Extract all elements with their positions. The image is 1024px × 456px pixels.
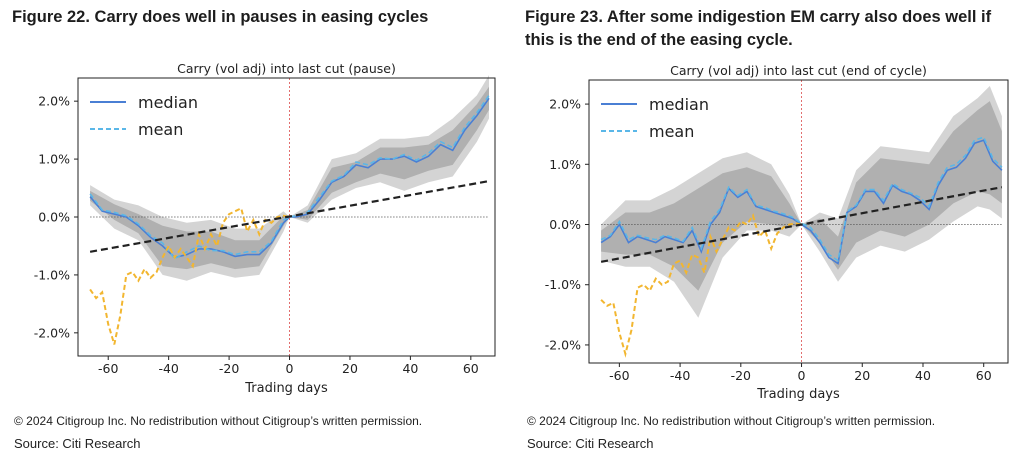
fig22-series-dashed-trend: [89, 180, 490, 253]
fig23-plot-frame: [588, 79, 1009, 364]
fig23-xtick-label: 0: [798, 368, 806, 383]
fig23-series-mean: [600, 136, 1003, 262]
fig22-ytick-label: -1.0%: [34, 267, 70, 282]
figure-23-title: Figure 23. After some indigestion EM car…: [525, 8, 992, 49]
fig23-xtick-label: 60: [976, 368, 992, 383]
fig22-ytick-label: 2.0%: [38, 94, 70, 109]
figure-22-source: Source: Citi Research: [14, 436, 141, 451]
fig23-ytick-label: 1.0%: [549, 157, 581, 172]
fig23-chart-title: Carry (vol adj) into last cut (end of cy…: [670, 63, 927, 78]
fig23-legend-mean-label: mean: [649, 122, 694, 141]
fig22-xtick-label: -40: [158, 361, 178, 376]
fig23-xtick-label: 40: [915, 368, 931, 383]
fig23-legend-median-label: median: [649, 95, 709, 114]
fig22-xtick-label: 0: [286, 361, 294, 376]
fig22-ytick-label: 1.0%: [38, 152, 70, 167]
fig22-xtick-label: 60: [463, 361, 479, 376]
fig23-series-dashed-yellow: [600, 213, 802, 358]
fig22-xlabel: Trading days: [244, 381, 328, 396]
fig22-ytick-label: 0.0%: [38, 210, 70, 225]
fig23-xtick-label: 20: [854, 368, 870, 383]
fig23-ytick-label: -2.0%: [545, 337, 581, 352]
fig23-series-dashed-trend: [600, 186, 1003, 263]
fig22-ytick-label: -2.0%: [34, 325, 70, 340]
figure-23-chart: Carry (vol adj) into last cut (end of cy…: [545, 63, 1009, 402]
fig23-xtick-label: -60: [609, 368, 629, 383]
fig22-xtick-label: 20: [342, 361, 358, 376]
fig22-xtick-label: 40: [402, 361, 418, 376]
fig22-legend-median-label: median: [138, 93, 198, 112]
figure-23-panel: Carry (vol adj) into last cut (end of cy…: [525, 0, 1024, 456]
figure-22-copyright: © 2024 Citigroup Inc. No redistribution …: [14, 414, 423, 428]
figure-23-source: Source: Citi Research: [527, 436, 654, 451]
figure-22-title: Figure 22. Carry does well in pauses in …: [12, 8, 429, 26]
fig23-xtick-label: -40: [670, 368, 690, 383]
fig22-band-outer: [90, 75, 489, 281]
fig22-series-dashed-yellow: [89, 206, 290, 345]
figure-23-copyright: © 2024 Citigroup Inc. No redistribution …: [527, 414, 936, 428]
fig22-chart-title: Carry (vol adj) into last cut (pause): [177, 61, 396, 76]
fig22-xtick-label: -60: [98, 361, 118, 376]
fig23-xlabel: Trading days: [756, 387, 840, 402]
figure-22-chart: Carry (vol adj) into last cut (pause) 2.0…: [34, 61, 496, 396]
fig23-ytick-label: 0.0%: [549, 217, 581, 232]
fig23-xtick-label: -20: [731, 368, 751, 383]
fig23-ytick-label: 2.0%: [549, 97, 581, 112]
fig23-ytick-label: -1.0%: [545, 277, 581, 292]
figure-22-panel: Carry (vol adj) into last cut (pause) 2.0…: [12, 0, 512, 456]
fig22-legend-mean-label: mean: [138, 120, 183, 139]
fig22-xtick-label: -20: [219, 361, 239, 376]
